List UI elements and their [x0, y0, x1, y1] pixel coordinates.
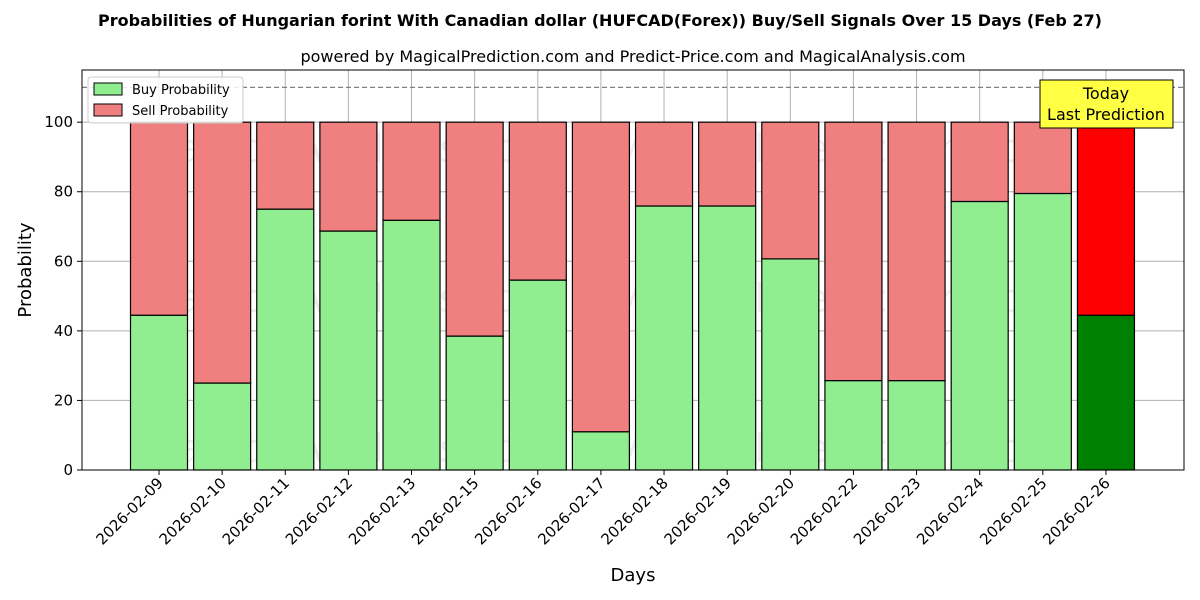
chart-subtitle: powered by MagicalPrediction.com and Pre… [300, 47, 965, 66]
bar-sell [382, 121, 441, 221]
bar-sell [1013, 121, 1072, 195]
chart-title: Probabilities of Hungarian forint With C… [98, 11, 1102, 30]
y-tick-label: 100 [44, 113, 73, 131]
x-tick-label: 2026-02-10 [156, 474, 230, 548]
bar-sell [1076, 121, 1136, 316]
legend-label-buy: Buy Probability [132, 83, 230, 98]
x-tick-label: 2026-02-09 [92, 474, 166, 548]
x-tick-label: 2026-02-11 [219, 474, 293, 548]
bar-sell [887, 121, 946, 382]
legend-box [87, 76, 244, 124]
x-tick-label: 2026-02-23 [850, 474, 924, 548]
x-tick-label: 2026-02-16 [471, 474, 545, 548]
x-tick-label: 2026-02-26 [1039, 474, 1113, 548]
bar-sell [634, 121, 694, 207]
y-tick-label: 40 [54, 322, 73, 340]
bar-buy [382, 219, 441, 471]
bar-buy [319, 230, 378, 471]
y-tick-label: 0 [63, 461, 73, 479]
bar-buy [1013, 192, 1072, 471]
bar-sell [129, 121, 189, 316]
x-tick-label: 2026-02-25 [976, 474, 1050, 548]
y-tick-label: 60 [54, 252, 73, 270]
y-tick-label: 20 [54, 391, 73, 409]
bar-buy [887, 380, 946, 471]
bar-buy [698, 205, 757, 471]
bar-sell [824, 121, 883, 382]
bar-buy [1076, 314, 1136, 471]
today-annotation: Today Last Prediction [1039, 79, 1174, 129]
bar-buy [129, 314, 189, 471]
annotation-line2: Last Prediction [1047, 105, 1165, 124]
plot-frame [81, 69, 1185, 471]
bar-sell [698, 121, 757, 207]
bar-buy [950, 200, 1009, 471]
bar-sell [445, 121, 504, 337]
bar-buy [193, 382, 252, 471]
x-tick-label: 2026-02-15 [408, 474, 482, 548]
bar-buy [445, 335, 504, 471]
bar-sell [256, 121, 315, 210]
bar-sell [950, 121, 1009, 203]
bar-buy [634, 205, 694, 471]
x-ticks: 2026-02-092026-02-102026-02-112026-02-12… [92, 470, 1114, 548]
legend-swatch-buy [93, 82, 123, 96]
x-tick-label: 2026-02-17 [534, 474, 608, 548]
bar-buy [824, 380, 883, 471]
bar-sell [571, 121, 631, 433]
bar-sell [761, 121, 820, 260]
annotation-line1: Today [1082, 84, 1129, 103]
legend-swatch-sell [93, 103, 123, 117]
y-axis-label: Probability [15, 222, 36, 317]
bar-sell [319, 121, 378, 232]
x-tick-label: 2026-02-20 [724, 474, 798, 548]
bar-sell [508, 121, 567, 281]
x-tick-label: 2026-02-19 [661, 474, 735, 548]
bar-buy [571, 431, 631, 471]
x-tick-label: 2026-02-24 [913, 474, 987, 548]
x-tick-label: 2026-02-13 [345, 474, 419, 548]
x-tick-label: 2026-02-12 [282, 474, 356, 548]
y-ticks: 0 20 40 60 80 100 [44, 113, 82, 479]
x-axis-label: Days [611, 565, 656, 586]
bars [129, 121, 1136, 471]
y-tick-label: 80 [54, 183, 73, 201]
annotation-box [1039, 79, 1174, 129]
bar-sell [193, 121, 252, 384]
legend-label-sell: Sell Probability [132, 104, 229, 119]
bar-buy [256, 208, 315, 471]
bar-buy [508, 279, 567, 471]
x-tick-label: 2026-02-22 [787, 474, 861, 548]
bar-buy [761, 258, 820, 471]
x-tick-label: 2026-02-18 [597, 474, 671, 548]
legend: Buy Probability Sell Probability [87, 76, 244, 124]
